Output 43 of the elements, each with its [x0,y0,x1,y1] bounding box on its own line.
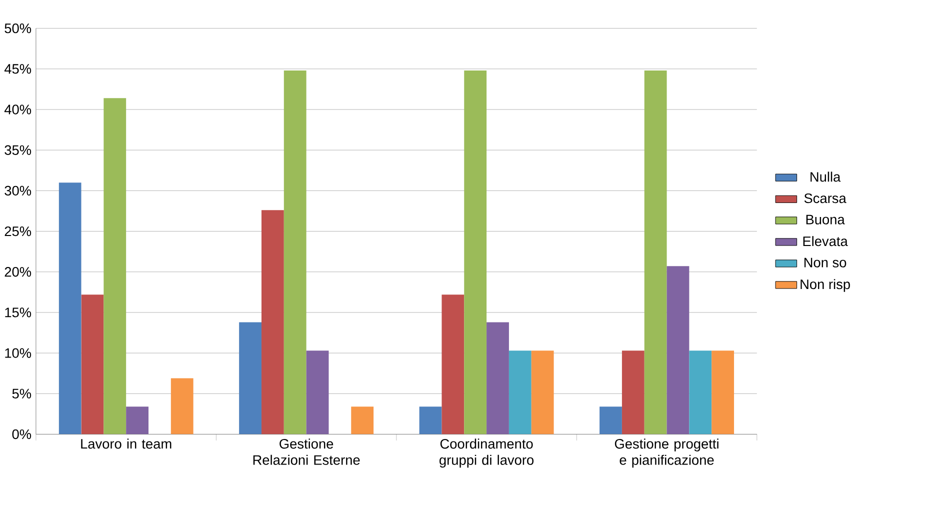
legend-label: Non risp [800,279,850,292]
bar [351,406,374,434]
y-tick-label: 50% [4,23,32,34]
y-tick-label: 0% [12,429,32,440]
x-tick-label: Gestione progetti e pianificazione [614,438,718,468]
bar [666,266,690,434]
x-tick-label: Coordinamento gruppi di lavoro [440,438,534,468]
bar [508,350,532,434]
bar [58,182,82,434]
y-tick-label: 25% [4,226,32,236]
legend-label: Buona [806,214,845,224]
bar [419,406,442,434]
bar [239,322,262,434]
bar [712,350,734,434]
bar [81,294,104,434]
bar [486,322,509,434]
legend-label: Non so [804,258,846,268]
bar [306,350,329,434]
bar [622,350,644,434]
legend-label: Scarsa [804,193,846,204]
bar [531,350,554,434]
bar [442,294,464,434]
y-tick-label: 35% [4,145,32,155]
y-tick-label: 30% [4,186,32,196]
bar [170,378,194,434]
bar [126,406,148,434]
legend-label: Nulla [810,172,841,182]
y-tick-label: 15% [5,308,32,318]
bar [644,70,667,434]
legend-label: Elevata [803,236,848,246]
y-tick-label: 40% [4,104,32,114]
x-tick-label: Lavoro in team [81,438,172,449]
y-tick-label: 5% [12,388,32,398]
bar [261,210,284,434]
y-tick-label: 20% [4,267,32,277]
y-tick-label: 10% [5,348,32,358]
bar [600,406,622,434]
bar [464,70,487,434]
y-tick-label: 45% [4,64,32,74]
bar [284,70,306,434]
bar [689,350,712,434]
x-tick-label: Gestione Relazioni Esterne [253,438,360,465]
bar [104,98,126,434]
